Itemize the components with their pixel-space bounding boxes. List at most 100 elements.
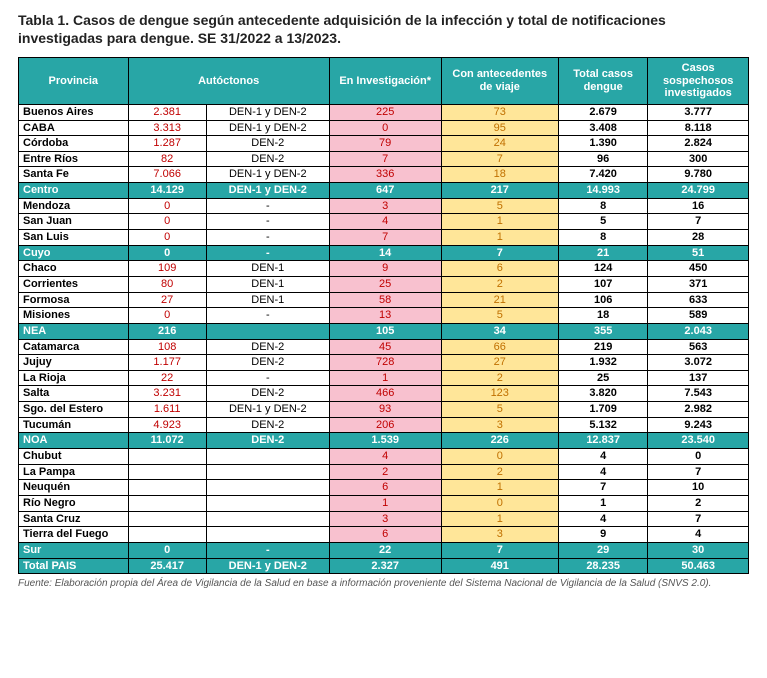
cell-tot: 1.390 bbox=[558, 136, 647, 152]
cell-ser bbox=[206, 480, 329, 496]
cell-sus: 3.072 bbox=[648, 355, 749, 371]
cell-inv: 13 bbox=[329, 308, 441, 324]
cell-prov: Santa Fe bbox=[19, 167, 129, 183]
cell-ser: DEN-1 bbox=[206, 276, 329, 292]
cell-tot: 14.993 bbox=[558, 183, 647, 199]
cell-tot: 1 bbox=[558, 495, 647, 511]
table-row: San Juan0-4157 bbox=[19, 214, 749, 230]
cell-prov: Corrientes bbox=[19, 276, 129, 292]
cell-auto: 0 bbox=[128, 214, 206, 230]
cell-prov: Río Negro bbox=[19, 495, 129, 511]
cell-ser: DEN-2 bbox=[206, 355, 329, 371]
cell-tot: 5 bbox=[558, 214, 647, 230]
cell-sus: 50.463 bbox=[648, 558, 749, 574]
cell-auto: 14.129 bbox=[128, 183, 206, 199]
cell-via: 3 bbox=[441, 417, 558, 433]
col-investigacion: En Investigación* bbox=[329, 58, 441, 105]
cell-auto: 216 bbox=[128, 323, 206, 339]
cell-ser: - bbox=[206, 245, 329, 261]
cell-prov: Catamarca bbox=[19, 339, 129, 355]
cell-ser: DEN-2 bbox=[206, 433, 329, 449]
cell-sus: 0 bbox=[648, 449, 749, 465]
table-row: Córdoba1.287DEN-279241.3902.824 bbox=[19, 136, 749, 152]
cell-inv: 25 bbox=[329, 276, 441, 292]
cell-auto: 1.611 bbox=[128, 402, 206, 418]
table-row: La Rioja22-1225137 bbox=[19, 370, 749, 386]
cell-sus: 3.777 bbox=[648, 104, 749, 120]
cell-sus: 24.799 bbox=[648, 183, 749, 199]
cell-inv: 14 bbox=[329, 245, 441, 261]
cell-tot: 21 bbox=[558, 245, 647, 261]
cell-sus: 7 bbox=[648, 214, 749, 230]
cell-via: 5 bbox=[441, 402, 558, 418]
cell-prov: Buenos Aires bbox=[19, 104, 129, 120]
cell-auto: 0 bbox=[128, 245, 206, 261]
cell-tot: 106 bbox=[558, 292, 647, 308]
cell-inv: 4 bbox=[329, 449, 441, 465]
cell-via: 3 bbox=[441, 527, 558, 543]
cell-sus: 2 bbox=[648, 495, 749, 511]
cell-inv: 6 bbox=[329, 480, 441, 496]
cell-auto: 1.177 bbox=[128, 355, 206, 371]
cell-prov: Salta bbox=[19, 386, 129, 402]
cell-via: 1 bbox=[441, 230, 558, 246]
cell-ser: DEN-1 y DEN-2 bbox=[206, 120, 329, 136]
region-row: NOA11.072DEN-21.53922612.83723.540 bbox=[19, 433, 749, 449]
cell-via: 226 bbox=[441, 433, 558, 449]
cell-sus: 4 bbox=[648, 527, 749, 543]
cell-inv: 22 bbox=[329, 542, 441, 558]
cell-tot: 355 bbox=[558, 323, 647, 339]
cell-prov: Cuyo bbox=[19, 245, 129, 261]
cell-sus: 28 bbox=[648, 230, 749, 246]
cell-tot: 9 bbox=[558, 527, 647, 543]
cell-inv: 7 bbox=[329, 230, 441, 246]
cell-ser bbox=[206, 511, 329, 527]
cell-via: 1 bbox=[441, 214, 558, 230]
cell-prov: Chaco bbox=[19, 261, 129, 277]
cell-inv: 7 bbox=[329, 151, 441, 167]
cell-ser: - bbox=[206, 230, 329, 246]
cell-prov: Chubut bbox=[19, 449, 129, 465]
table-row: Misiones0-13518589 bbox=[19, 308, 749, 324]
cell-inv: 2 bbox=[329, 464, 441, 480]
table-title: Tabla 1. Casos de dengue según anteceden… bbox=[18, 12, 749, 47]
cell-tot: 107 bbox=[558, 276, 647, 292]
cell-tot: 124 bbox=[558, 261, 647, 277]
table-row: Chubut4040 bbox=[19, 449, 749, 465]
cell-prov: Sgo. del Estero bbox=[19, 402, 129, 418]
cell-ser bbox=[206, 323, 329, 339]
cell-prov: CABA bbox=[19, 120, 129, 136]
cell-prov: Misiones bbox=[19, 308, 129, 324]
cell-via: 7 bbox=[441, 542, 558, 558]
table-row: Neuquén61710 bbox=[19, 480, 749, 496]
cell-via: 1 bbox=[441, 511, 558, 527]
cell-tot: 3.820 bbox=[558, 386, 647, 402]
cell-tot: 219 bbox=[558, 339, 647, 355]
cell-inv: 105 bbox=[329, 323, 441, 339]
cell-tot: 1.932 bbox=[558, 355, 647, 371]
cell-inv: 58 bbox=[329, 292, 441, 308]
col-provincia: Provincia bbox=[19, 58, 129, 105]
cell-tot: 4 bbox=[558, 511, 647, 527]
table-row: Sgo. del Estero1.611DEN-1 y DEN-29351.70… bbox=[19, 402, 749, 418]
cell-ser: DEN-1 y DEN-2 bbox=[206, 104, 329, 120]
cell-sus: 450 bbox=[648, 261, 749, 277]
cell-auto bbox=[128, 480, 206, 496]
cell-sus: 7 bbox=[648, 464, 749, 480]
table-footnote: Fuente: Elaboración propia del Área de V… bbox=[18, 578, 749, 590]
cell-auto: 108 bbox=[128, 339, 206, 355]
cell-via: 7 bbox=[441, 151, 558, 167]
table-row: Tucumán4.923DEN-220635.1329.243 bbox=[19, 417, 749, 433]
cell-inv: 3 bbox=[329, 198, 441, 214]
cell-sus: 9.243 bbox=[648, 417, 749, 433]
table-row: CABA3.313DEN-1 y DEN-20953.4088.118 bbox=[19, 120, 749, 136]
cell-sus: 563 bbox=[648, 339, 749, 355]
dengue-table: Provincia Autóctonos En Investigación* C… bbox=[18, 57, 749, 574]
cell-inv: 0 bbox=[329, 120, 441, 136]
cell-inv: 466 bbox=[329, 386, 441, 402]
cell-ser: DEN-1 y DEN-2 bbox=[206, 167, 329, 183]
cell-sus: 23.540 bbox=[648, 433, 749, 449]
cell-prov: Tucumán bbox=[19, 417, 129, 433]
cell-via: 21 bbox=[441, 292, 558, 308]
cell-inv: 1.539 bbox=[329, 433, 441, 449]
